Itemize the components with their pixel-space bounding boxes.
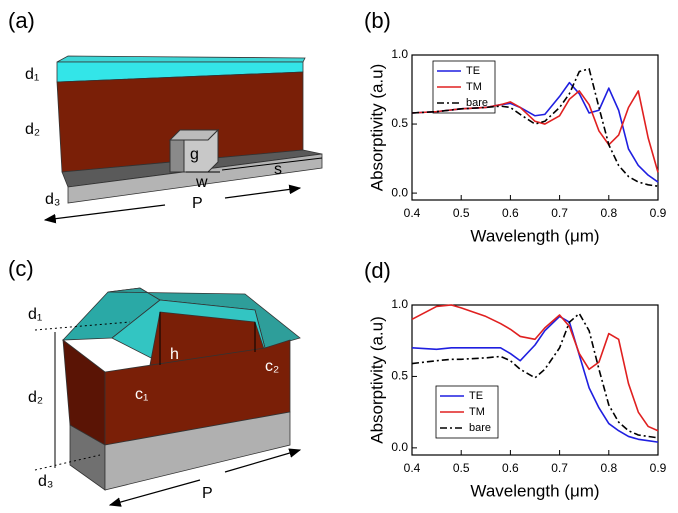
cube-side [169,139,185,173]
label: P [202,485,213,502]
legend-label: TM [466,81,482,93]
x-axis-label: Wavelength (μm) [470,481,599,500]
layer-d3 [104,411,291,491]
label: d₂ [28,389,43,406]
series-line [411,304,659,432]
x-tick-label: 0.9 [650,461,667,475]
label: s [274,161,282,178]
guide [34,454,101,471]
series-line [411,68,659,187]
x-tick-label: 0.5 [453,206,470,220]
x-tick-label: 0.5 [453,461,470,475]
layer-d2 [104,339,291,446]
panel-label: (b) [364,8,391,33]
label: w [195,174,208,191]
x-tick-label: 0.6 [502,206,519,220]
y-tick-label: 1.0 [391,297,408,311]
label: P [192,195,203,212]
label: h [170,346,179,363]
x-tick-label: 0.9 [650,206,667,220]
label: c₂ [265,358,279,375]
legend-label: bare [466,97,488,109]
guide [34,321,131,331]
x-tick-label: 0.8 [600,461,617,475]
p-arrow [224,448,302,473]
label: d₁ [25,66,39,83]
y-tick-label: 1.0 [391,47,408,61]
legend-label: bare [469,422,491,434]
x-tick-label: 0.8 [600,206,617,220]
y-tick-label: 0.0 [391,440,408,454]
x-tick-label: 0.4 [404,461,421,475]
y-axis-label: Absorptivity (a.u) [367,316,386,444]
series-line [411,315,659,443]
x-tick-label: 0.6 [502,461,519,475]
p-arrow [43,204,166,224]
plot-frame [411,54,659,201]
p-arrow [108,479,201,507]
p-arrow [224,184,302,199]
label: d₃ [45,191,60,208]
panel-label: (c) [8,256,34,281]
chart: (d) 0.4 0.5 0.6 0.7 0.8 0.9 0.0 0.5 1.0 Wavelength… [364,258,667,501]
cube-front [183,128,219,173]
label: c₁ [135,386,148,403]
legend-label: TM [469,406,485,418]
y-tick-label: 0.5 [391,369,408,383]
label: d₂ [25,121,40,138]
y-tick-label: 0.0 [391,185,408,199]
y-axis-label: Absorptivity (a.u) [367,64,386,192]
panel-label: (a) [8,8,35,33]
legend-label: TE [466,65,480,77]
plot-frame [411,304,659,456]
label: d₁ [28,306,42,323]
chart: (b) 0.4 0.5 0.6 0.7 0.8 0.9 0.0 0.5 1.0 Wavelength… [364,8,667,246]
series-line [411,312,659,439]
layer-top [56,55,306,63]
panel-label: (d) [364,258,391,283]
x-tick-label: 0.7 [551,206,568,220]
x-axis-label: Wavelength (μm) [470,226,599,245]
diagram-a: (a) d₁ d₂ d₃ g w s P [8,8,323,224]
y-tick-label: 0.5 [391,116,408,130]
x-tick-label: 0.7 [551,461,568,475]
x-tick-label: 0.4 [404,206,421,220]
layer-d3 [67,153,323,204]
s-line [221,157,323,171]
diagram-c: (c) d₁ d₂ d₃ h c₁ c₂ P [8,256,302,507]
legend-label: TE [469,390,483,402]
label: d₃ [38,473,53,490]
label: g [190,146,199,163]
